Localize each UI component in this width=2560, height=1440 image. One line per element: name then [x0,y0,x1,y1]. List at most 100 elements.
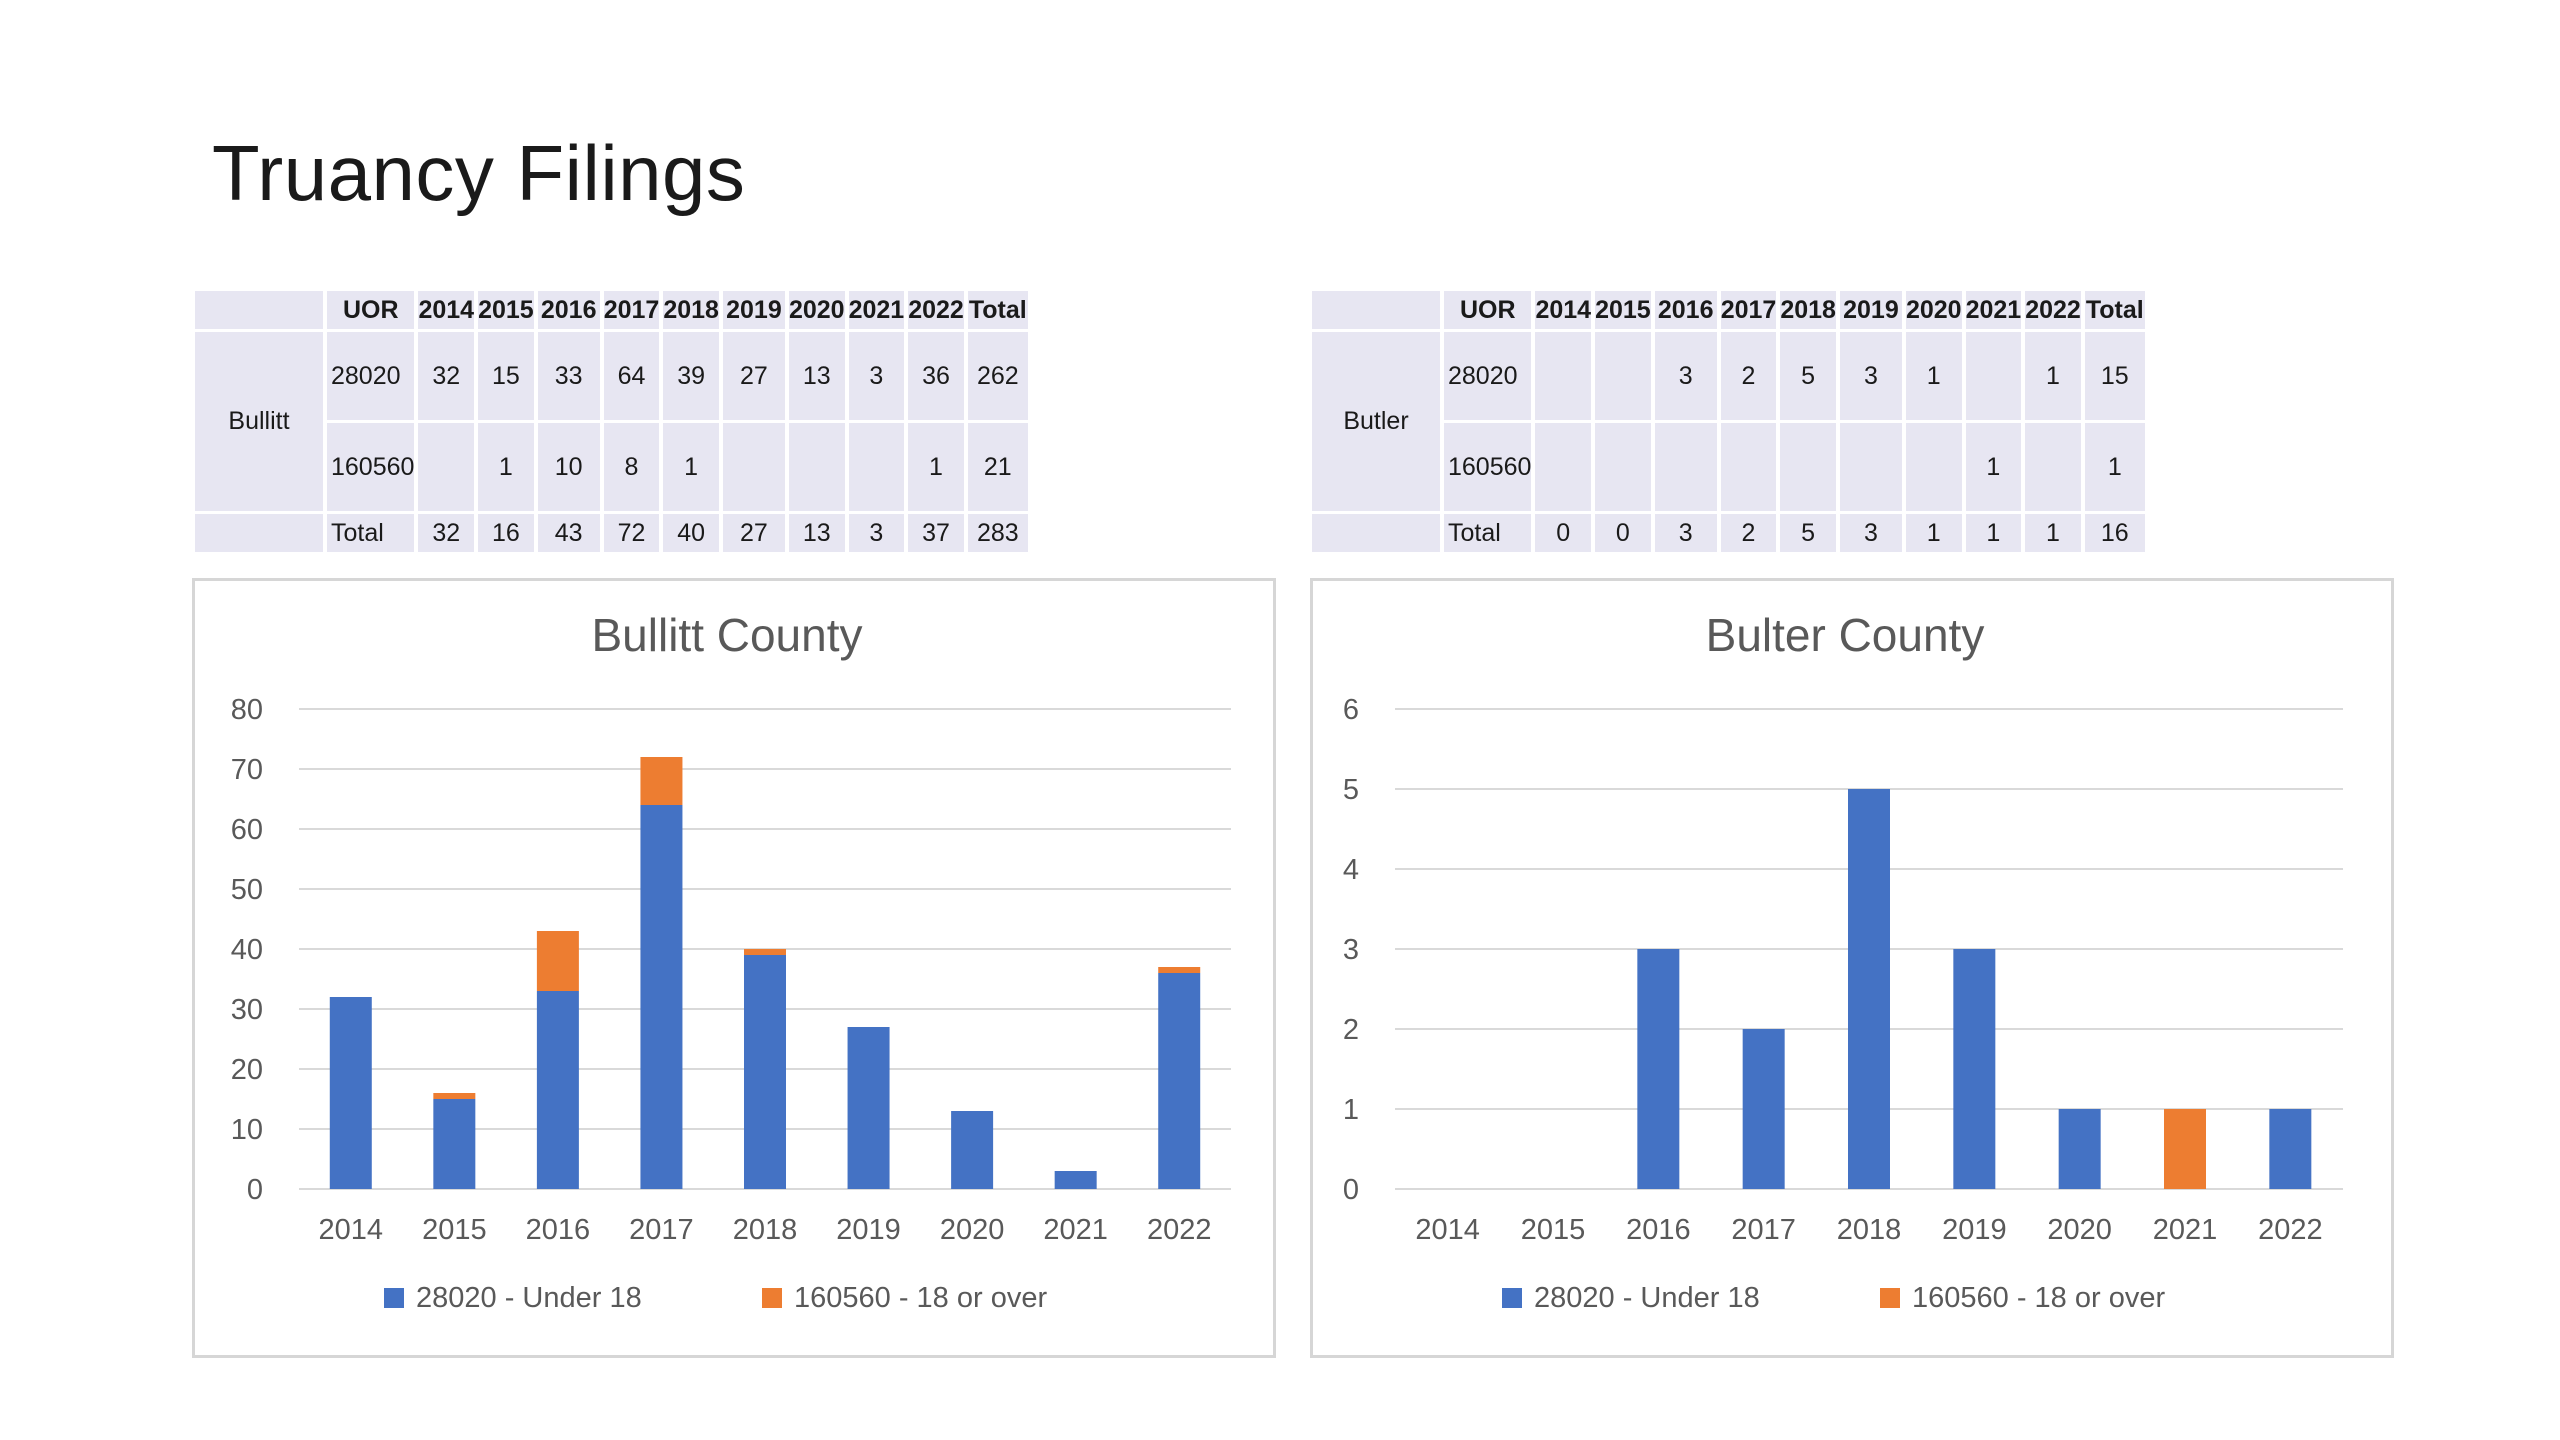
butler-table-cell [1780,423,1836,511]
bullitt-table-cell: 43 [537,514,600,552]
butler-data-table: UOR 2014 2015 2016 2017 2018 2019 2020 2021 2022 T… [1308,288,2149,555]
bullitt-row-label: 160560 [327,423,415,511]
butler-bar-under18 [1953,949,1996,1189]
bullitt-table-cell: 33 [537,332,600,420]
bullitt-header-cell: Total [967,291,1028,329]
butler-y-tick-label: 5 [1343,774,1359,806]
bullitt-bar-under18 [640,805,683,1189]
bullitt-y-tick-label: 20 [231,1054,263,1086]
butler-y-tick-label: 2 [1343,1014,1359,1046]
bullitt-table-cell [788,423,845,511]
butler-header-cell: 2016 [1654,291,1717,329]
butler-y-tick-label: 6 [1343,694,1359,726]
bullitt-chart-svg: Bullitt County 0 10 20 30 40 50 60 70 80 2014 2015 2… [231,609,1231,1314]
bullitt-table-cell: 10 [537,423,600,511]
butler-x-tick-label: 2014 [1415,1214,1480,1246]
bullitt-header-cell: 2016 [537,291,600,329]
butler-x-tick-label: 2022 [2258,1214,2323,1246]
bullitt-header-cell: 2022 [908,291,964,329]
butler-table-cell: 5 [1780,332,1836,420]
butler-chart-title: Bulter County [1706,609,1985,661]
bullitt-chart-title: Bullitt County [591,609,862,661]
butler-table-cell [1965,332,2022,420]
butler-table-row: 160560 1 1 [1312,423,2145,511]
bullitt-table-cell: 32 [418,332,475,420]
butler-x-tick-label: 2017 [1731,1214,1796,1246]
bullitt-bar-under18 [1054,1171,1097,1189]
bullitt-table-cell: 32 [418,514,475,552]
bullitt-header-cell: 2019 [722,291,785,329]
butler-y-tick-label: 0 [1343,1174,1359,1206]
bullitt-table-cell: 13 [788,514,845,552]
bullitt-x-tick-label: 2020 [940,1214,1005,1246]
butler-y-tick-label: 3 [1343,934,1359,966]
butler-table-cell: 2 [1720,514,1777,552]
butler-x-tick-label: 2019 [1942,1214,2007,1246]
bullitt-data-table: UOR 2014 2015 2016 2017 2018 2019 2020 2021 2022 T… [191,288,1032,555]
butler-x-tick-label: 2016 [1626,1214,1691,1246]
butler-table-cell [2025,423,2081,511]
bullitt-header-cell: UOR [327,291,415,329]
butler-header-cell: 2020 [1905,291,1962,329]
butler-x-tick-label: 2021 [2153,1214,2218,1246]
bullitt-y-tick-label: 70 [231,754,263,786]
bullitt-bar-over18 [640,757,683,805]
butler-legend-label-under18: 28020 - Under 18 [1534,1282,1760,1314]
bullitt-header-cell: 2015 [478,291,534,329]
butler-table-row: Total 0 0 3 2 5 3 1 1 1 16 [1312,514,2145,552]
butler-x-tick-label: 2018 [1837,1214,1902,1246]
butler-bar-under18 [1848,789,1890,1189]
bullitt-x-tick-label: 2022 [1147,1214,1212,1246]
bullitt-y-tick-label: 0 [247,1174,263,1206]
bullitt-table-cell: 262 [967,332,1028,420]
butler-header-cell: 2018 [1780,291,1836,329]
butler-table-cell: 1 [1905,514,1962,552]
butler-table-cell: 1 [1965,423,2022,511]
bullitt-table-cell: 1 [908,423,964,511]
bullitt-table-cell: 1 [478,423,534,511]
bullitt-table-cell: 21 [967,423,1028,511]
butler-bar-under18 [1742,1029,1785,1189]
butler-table-cell: 1 [2084,423,2145,511]
bullitt-table-cell [418,423,475,511]
butler-table-cell [1535,423,1592,511]
butler-bar-under18 [2269,1109,2312,1189]
butler-table-cell: 3 [1654,514,1717,552]
butler-table-cell: 3 [1654,332,1717,420]
butler-table-cell: 5 [1780,514,1836,552]
bullitt-table-cell [722,423,785,511]
bullitt-bar-over18 [433,1093,476,1099]
bullitt-row-label: Total [327,514,415,552]
butler-table-cell: 1 [2025,514,2081,552]
bullitt-table-cell: 36 [908,332,964,420]
butler-bar-over18 [2164,1109,2206,1189]
butler-table-cell: 15 [2084,332,2145,420]
bullitt-bar-over18 [1158,967,1201,973]
butler-table-cell: 1 [1965,514,2022,552]
bullitt-table-cell: 8 [603,423,660,511]
bullitt-table-row: 160560 1 10 8 1 1 21 [195,423,1028,511]
bullitt-header-cell: 2018 [663,291,719,329]
butler-header-cell: 2021 [1965,291,2022,329]
bullitt-table-cell: 37 [908,514,964,552]
bullitt-header-cell: 2017 [603,291,660,329]
bullitt-y-tick-label: 60 [231,814,263,846]
bullitt-total-corner-cell [195,514,323,552]
bullitt-header-cell: 2014 [418,291,475,329]
bullitt-table-cell: 15 [478,332,534,420]
bullitt-y-tick-label: 50 [231,874,263,906]
bullitt-header-cell: 2021 [848,291,905,329]
bullitt-x-tick-label: 2016 [526,1214,591,1246]
bullitt-bar-over18 [744,949,786,955]
bullitt-table-row: Bullitt 28020 32 15 33 64 39 27 13 3 36 262 [195,332,1028,511]
butler-legend-swatch-under18 [1502,1288,1522,1308]
butler-table-cell: 3 [1839,514,1902,552]
bullitt-y-tick-label: 40 [231,934,263,966]
bullitt-y-tick-label: 10 [231,1114,263,1146]
bullitt-legend-swatch-over18 [762,1288,782,1308]
butler-table-cell [1535,332,1592,420]
bullitt-bar-under18 [847,1027,890,1189]
bullitt-bar-over18 [536,931,579,991]
bullitt-x-tick-label: 2015 [422,1214,487,1246]
butler-bar-under18 [1637,949,1680,1189]
